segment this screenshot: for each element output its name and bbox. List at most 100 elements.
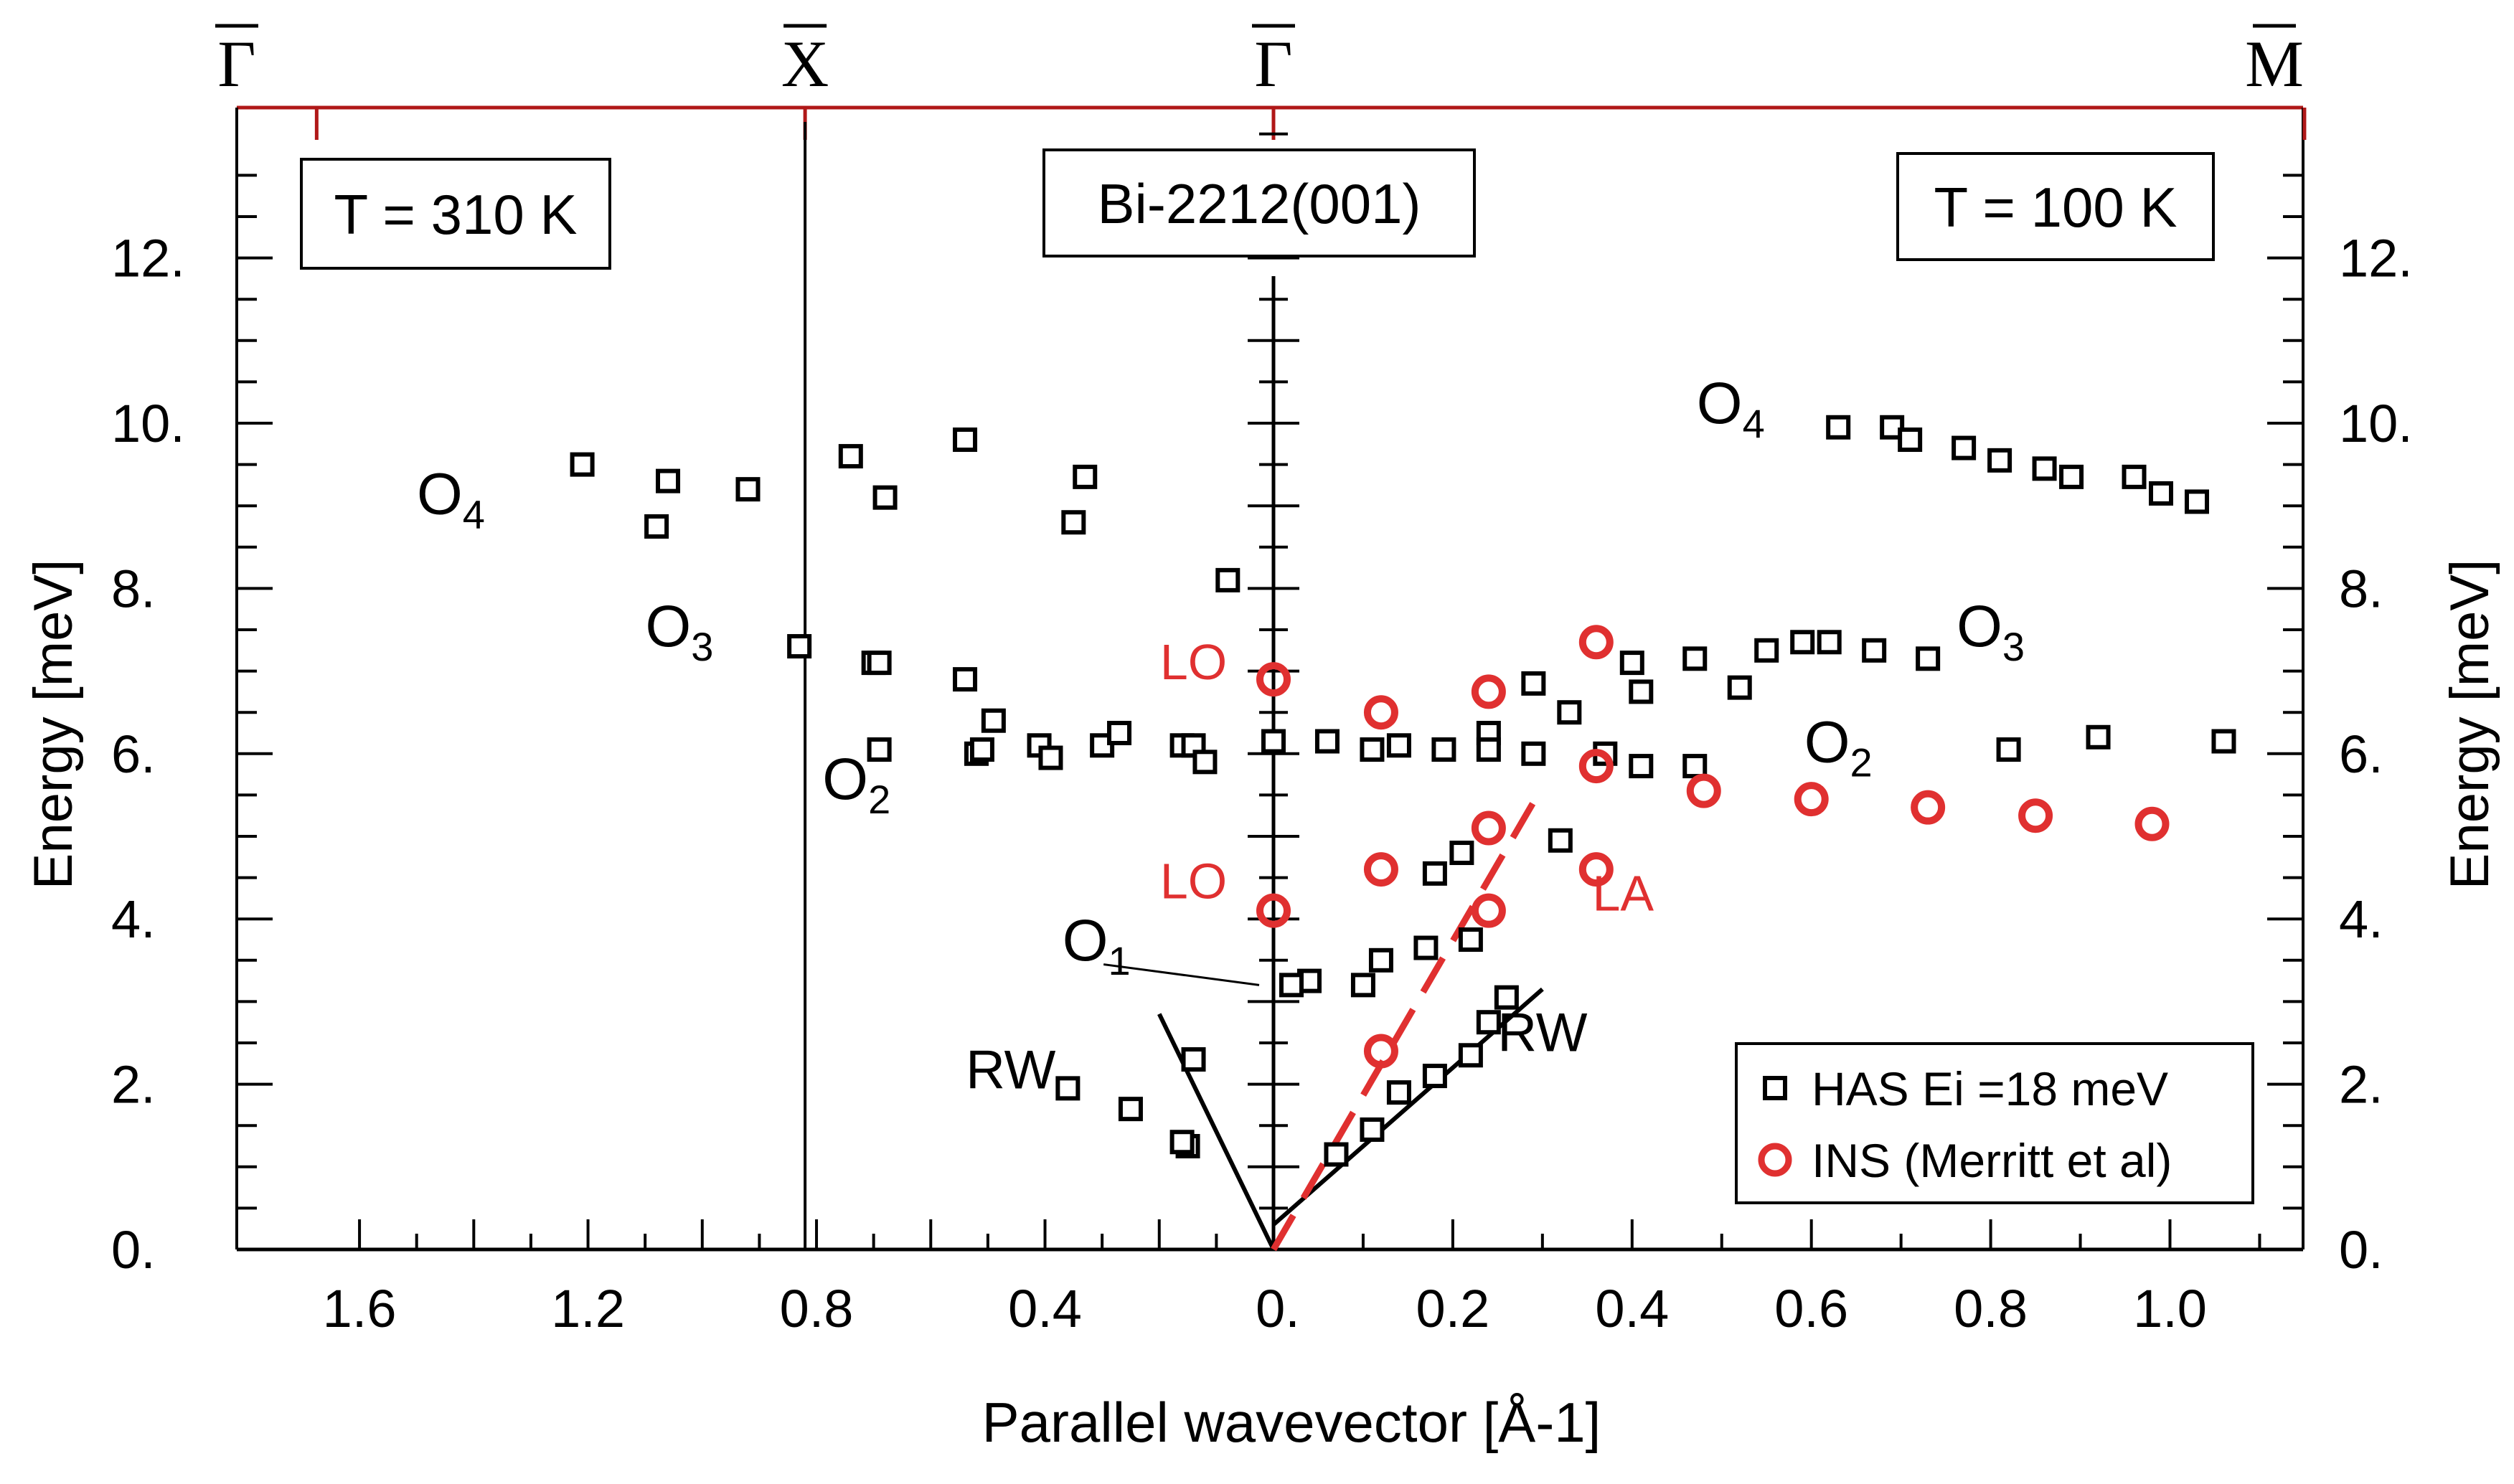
ins-data-point bbox=[1471, 893, 1506, 928]
chart-title: Bi-2212(001) bbox=[1098, 172, 1421, 235]
ins-data-point bbox=[2018, 798, 2053, 833]
x-tick-label-left: 0.8 bbox=[780, 1279, 854, 1338]
mode-label-subscript: 4 bbox=[463, 492, 485, 537]
ins-mode-label: LA bbox=[1592, 866, 1654, 922]
ins-data-point bbox=[2134, 806, 2170, 841]
has-data-point bbox=[1261, 729, 1286, 754]
mode-label-subscript: 4 bbox=[1743, 401, 1765, 446]
symmetry-point-label: Γ bbox=[1254, 27, 1292, 100]
right-temperature-label-box bbox=[1896, 152, 2215, 261]
mode-label: O2 bbox=[822, 747, 890, 822]
has-data-point bbox=[1368, 947, 1393, 973]
has-data-point bbox=[867, 737, 892, 762]
ins-data-point bbox=[1363, 1034, 1398, 1069]
ins-data-point bbox=[1471, 674, 1506, 709]
y-tick-label-right: 6. bbox=[2339, 724, 2383, 784]
ins-data-point bbox=[1363, 852, 1398, 887]
axis-ticks bbox=[237, 108, 2307, 1251]
has-data-point bbox=[1181, 1047, 1206, 1072]
has-data-point bbox=[2184, 489, 2209, 514]
ins-data-point bbox=[1471, 810, 1506, 846]
y-tick-label-left: 6. bbox=[111, 724, 156, 784]
has-data-point bbox=[1817, 630, 1842, 655]
has-data-point bbox=[1548, 828, 1573, 853]
y-tick-label-right: 2. bbox=[2339, 1055, 2383, 1115]
mode-label: RW bbox=[966, 1039, 1056, 1100]
has-data-point bbox=[787, 634, 812, 659]
legend-box bbox=[1735, 1042, 2254, 1204]
symmetry-point-label: Γ bbox=[217, 27, 255, 100]
ins-data-point bbox=[1578, 852, 1614, 887]
mode-label-subscript: 1 bbox=[1108, 938, 1130, 983]
x-tick-label-right: 0.8 bbox=[1954, 1279, 2028, 1338]
y-tick-label-right: 4. bbox=[2339, 889, 2383, 949]
dispersion-lines bbox=[804, 122, 1545, 1252]
has-data-point bbox=[1449, 841, 1474, 866]
has-data-point bbox=[1279, 973, 1304, 998]
has-data-point bbox=[1386, 733, 1411, 758]
has-data-point bbox=[953, 427, 978, 453]
y-tick-label-right: 12. bbox=[2339, 229, 2413, 288]
has-data-point bbox=[1790, 630, 1815, 655]
la-dashed-line bbox=[1271, 785, 1545, 1252]
has-data-point bbox=[1754, 638, 1779, 663]
has-data-point bbox=[1557, 700, 1582, 725]
y-tick-label-left: 8. bbox=[111, 559, 156, 618]
has-data-point bbox=[1360, 737, 1385, 762]
ins-data-point bbox=[1686, 773, 1721, 808]
has-data-point bbox=[644, 514, 669, 539]
data-points bbox=[570, 415, 2236, 1167]
has-data-point bbox=[1422, 861, 1447, 886]
has-data-point bbox=[1916, 646, 1941, 671]
legend-label: HAS Ei =18 meV bbox=[1812, 1062, 2168, 1115]
mode-label-subscript: 2 bbox=[1850, 739, 1873, 785]
ins-data-point bbox=[1794, 782, 1829, 817]
y-axis-title-left: Energy [meV] bbox=[23, 559, 84, 889]
has-data-point bbox=[1727, 675, 1752, 700]
right-temperature-label: T = 100 K bbox=[1934, 176, 2178, 239]
has-data-point bbox=[1324, 1142, 1349, 1167]
has-data-point bbox=[1682, 754, 1708, 779]
has-data-point bbox=[1521, 671, 1546, 696]
symmetry-point-label: X bbox=[781, 27, 829, 100]
has-data-point bbox=[1350, 973, 1375, 998]
has-data-point bbox=[1458, 927, 1483, 952]
y-tick-label-right: 10. bbox=[2339, 394, 2413, 453]
has-data-point bbox=[1629, 679, 1654, 704]
has-data-point bbox=[969, 737, 994, 762]
has-data-point bbox=[1987, 448, 2012, 473]
chart-labels: Γ X Γ M0. 0.2. 2.4. 4.6. 6.8. 8.10. 10.12. 12.1.6 1… bbox=[23, 24, 2500, 1454]
has-data-point bbox=[2059, 464, 2084, 489]
has-data-point bbox=[872, 485, 898, 510]
y-tick-label-left: 2. bbox=[111, 1055, 156, 1115]
mode-label-subscript: 3 bbox=[691, 624, 713, 669]
has-data-point bbox=[656, 468, 681, 493]
has-data-point bbox=[1996, 737, 2021, 762]
has-data-point bbox=[1413, 935, 1439, 960]
has-data-point bbox=[1314, 729, 1340, 754]
x-tick-label-right: 0.6 bbox=[1774, 1279, 1848, 1338]
has-data-point bbox=[2086, 724, 2111, 750]
has-data-point bbox=[2122, 464, 2147, 489]
has-data-point bbox=[1055, 1076, 1081, 1101]
ins-data-point bbox=[1911, 790, 1946, 825]
has-data-point bbox=[1494, 985, 1519, 1010]
has-data-point bbox=[570, 452, 595, 477]
has-data-point bbox=[2149, 481, 2174, 506]
rw-line bbox=[1157, 1013, 1276, 1251]
has-data-point bbox=[1619, 651, 1644, 676]
mode-label-subscript: 2 bbox=[868, 777, 890, 822]
x-tick-label-left: 0.4 bbox=[1008, 1279, 1082, 1338]
ins-data-point bbox=[1363, 695, 1398, 730]
legend-circle-marker bbox=[1758, 1143, 1792, 1177]
y-axis-title-right: Energy [meV] bbox=[2439, 559, 2500, 889]
y-tick-label-left: 10. bbox=[111, 394, 185, 453]
left-temperature-label: T = 310 K bbox=[334, 183, 578, 246]
y-tick-label-right: 0. bbox=[2339, 1220, 2383, 1280]
ins-mode-label: LO bbox=[1160, 634, 1227, 690]
has-data-point bbox=[1169, 1130, 1195, 1155]
ins-data-point bbox=[1578, 749, 1614, 784]
has-data-point bbox=[1118, 1097, 1143, 1122]
has-data-point bbox=[735, 477, 761, 502]
